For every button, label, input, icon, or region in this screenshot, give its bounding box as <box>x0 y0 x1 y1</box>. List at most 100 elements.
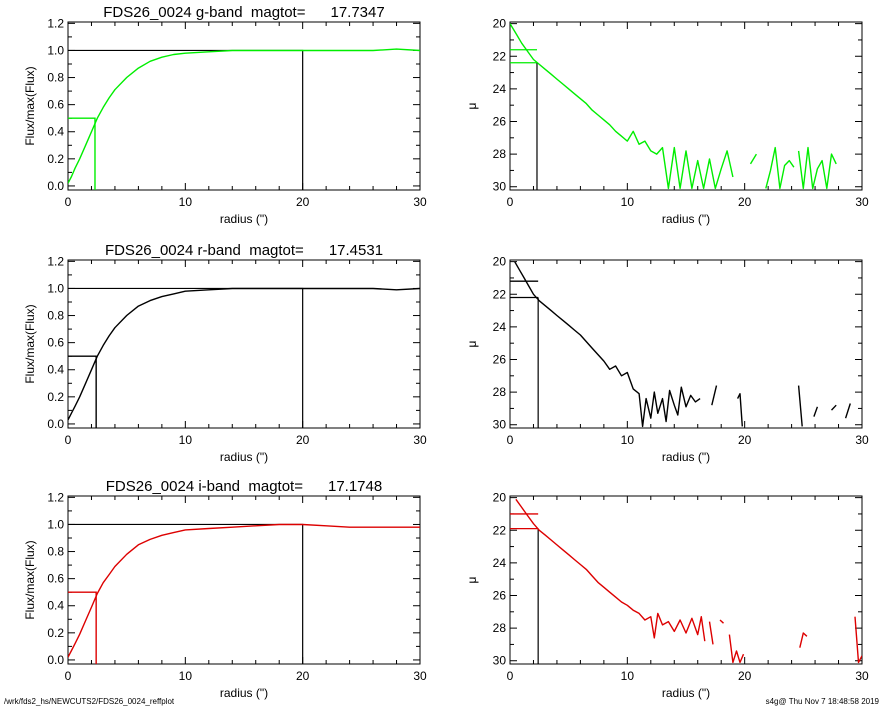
half-light-marker <box>68 117 96 190</box>
x-tick-label: 30 <box>413 433 427 447</box>
series-line-0 <box>515 498 706 642</box>
y-tick-label: 20 <box>493 17 507 31</box>
x-tick-label: 0 <box>507 433 514 447</box>
half-light-marker <box>68 355 97 428</box>
y-tick-label: 20 <box>493 491 507 505</box>
y-tick-label: 0.2 <box>47 152 64 166</box>
y-tick-label: 22 <box>493 523 507 537</box>
x-tick-label: 30 <box>413 669 427 683</box>
series-line-1 <box>749 153 757 165</box>
y-tick-label: 0.4 <box>47 125 64 139</box>
total-radius-marker <box>68 49 304 190</box>
x-tick-label: 30 <box>855 195 869 209</box>
y-tick-label: 22 <box>493 49 507 63</box>
y-tick-label: 22 <box>493 287 507 301</box>
y-tick-label: 0.6 <box>47 98 64 112</box>
x-tick-label: 30 <box>855 669 869 683</box>
x-tick-label: 10 <box>179 195 193 209</box>
plot-0: 0 10 20 30 0.0 0.2 0.4 0.6 0.8 1.0 1.2 radius (") Fl… <box>23 4 427 226</box>
x-tick-label: 0 <box>65 195 72 209</box>
x-axis-label: radius (") <box>662 212 710 226</box>
plot-frame <box>509 21 863 191</box>
series-line-1 <box>708 621 714 645</box>
plot-frame <box>67 259 421 429</box>
plot-3: 0 10 20 30 20 22 24 26 28 30 radius (") μ <box>465 255 869 464</box>
plot-title: FDS26_0024 g-band magtot= 17.7347 <box>103 4 384 21</box>
plot-5: 0 10 20 30 20 22 24 26 28 30 radius (") μ <box>465 491 869 700</box>
x-tick-label: 10 <box>621 669 635 683</box>
series-line-0 <box>68 48 420 184</box>
series-line-3 <box>728 634 745 664</box>
x-tick-label: 0 <box>65 669 72 683</box>
half-light-marker <box>68 591 97 664</box>
y-tick-label: 0.6 <box>47 336 64 350</box>
series-line-3 <box>797 385 803 427</box>
y-tick-label: 26 <box>493 352 507 366</box>
y-tick-label: 1.0 <box>47 43 64 57</box>
total-radius-marker <box>68 523 304 664</box>
y-tick-label: 30 <box>493 654 507 668</box>
plot-frame <box>509 495 863 665</box>
x-axis-label: radius (") <box>220 686 268 700</box>
x-tick-label: 10 <box>621 433 635 447</box>
x-axis-label: radius (") <box>220 212 268 226</box>
x-tick-label: 10 <box>179 433 193 447</box>
x-tick-label: 30 <box>413 195 427 209</box>
y-tick-label: 20 <box>493 255 507 269</box>
series-line-5 <box>854 616 862 664</box>
total-radius-marker <box>68 287 304 428</box>
y-tick-label: 0.0 <box>47 417 64 431</box>
series-line-3 <box>797 146 837 190</box>
x-tick-label: 30 <box>855 433 869 447</box>
y-tick-label: 0.2 <box>47 626 64 640</box>
x-tick-label: 20 <box>296 669 310 683</box>
y-tick-label: 0.8 <box>47 71 64 85</box>
x-tick-label: 20 <box>738 433 752 447</box>
y-tick-label: 24 <box>493 320 507 334</box>
y-tick-label: 1.2 <box>47 490 64 504</box>
y-axis-label: Flux/max(Flux) <box>23 304 37 383</box>
series-line-2 <box>765 146 795 190</box>
plot-1: 0 10 20 30 20 22 24 26 28 30 radius (") μ <box>465 17 869 226</box>
footer-stamp: s4g@ Thu Nov 7 18:48:58 2019 <box>765 697 879 706</box>
y-tick-label: 24 <box>493 82 507 96</box>
y-tick-label: 0.4 <box>47 599 64 613</box>
series-line-2 <box>719 619 724 624</box>
y-tick-label: 0.8 <box>47 309 64 323</box>
y-tick-label: 28 <box>493 385 507 399</box>
y-tick-label: 30 <box>493 418 507 432</box>
y-tick-label: 0.4 <box>47 363 64 377</box>
plot-4: 0 10 20 30 0.0 0.2 0.4 0.6 0.8 1.0 1.2 radius (") Fl… <box>23 478 427 700</box>
y-tick-label: 26 <box>493 114 507 128</box>
x-tick-label: 10 <box>179 669 193 683</box>
y-tick-label: 1.0 <box>47 281 64 295</box>
x-tick-label: 20 <box>296 433 310 447</box>
series-line-1 <box>711 385 718 406</box>
x-tick-label: 20 <box>738 195 752 209</box>
series-line-4 <box>813 406 819 417</box>
plot-frame <box>67 21 421 191</box>
series-line-0 <box>68 287 420 421</box>
y-tick-label: 24 <box>493 556 507 570</box>
series-line-0 <box>514 261 701 428</box>
y-axis-label: μ <box>465 340 479 347</box>
y-tick-label: 0.0 <box>47 653 64 667</box>
plot-frame <box>509 259 863 429</box>
y-tick-label: 1.2 <box>47 254 64 268</box>
footer-path: /wrk/fds2_hs/NEWCUTS2/FDS26_0024_reffplo… <box>4 697 175 706</box>
x-tick-label: 10 <box>621 195 635 209</box>
y-axis-label: μ <box>465 102 479 109</box>
series-line-0 <box>68 523 420 658</box>
x-tick-label: 0 <box>65 433 72 447</box>
y-tick-label: 0.2 <box>47 390 64 404</box>
x-tick-label: 20 <box>738 669 752 683</box>
y-tick-label: 0.8 <box>47 545 64 559</box>
y-tick-label: 26 <box>493 588 507 602</box>
y-axis-label: Flux/max(Flux) <box>23 66 37 145</box>
plot-title: FDS26_0024 i-band magtot= 17.1748 <box>106 478 382 495</box>
x-axis-label: radius (") <box>662 686 710 700</box>
x-tick-label: 0 <box>507 195 514 209</box>
plot-frame <box>67 495 421 665</box>
series-line-4 <box>799 632 808 648</box>
